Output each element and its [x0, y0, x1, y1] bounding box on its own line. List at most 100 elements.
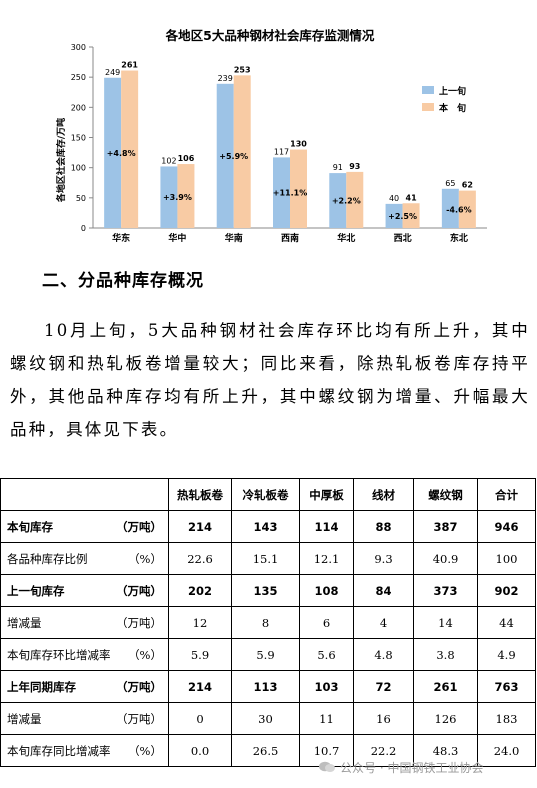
table-cell: 10.7: [299, 734, 354, 767]
bar-previous: [329, 173, 347, 228]
header-cell: 热轧板卷: [168, 478, 232, 511]
table-cell: 114: [299, 510, 354, 543]
row-unit: （%）: [128, 743, 162, 758]
table-cell: 4.9: [477, 638, 536, 671]
table-cell: 113: [231, 670, 300, 703]
table-cell: 0.0: [168, 734, 232, 767]
table-cell: 22.6: [168, 542, 232, 575]
bar-previous: [273, 157, 290, 228]
bar-previous: [104, 77, 122, 229]
x-tick-label: 华南: [225, 232, 243, 244]
change-label: +3.9%: [163, 193, 192, 202]
bar-current: [402, 203, 420, 228]
x-tick-label: 西南: [281, 232, 299, 244]
row-label-text: 本旬库存同比增减率: [7, 743, 111, 758]
table-cell: 44: [477, 606, 536, 639]
bar-value-label: 249: [105, 68, 120, 77]
legend-swatch: [422, 86, 434, 94]
table-row: （万吨） 增减量 12 8 6 4 14 44: [0, 606, 536, 639]
bar-current: [233, 75, 251, 229]
change-label: +4.8%: [107, 149, 136, 158]
header-cell: 合计: [477, 478, 536, 511]
bar-value-label: 91: [333, 163, 343, 172]
bar-previous: [160, 166, 178, 228]
bar-value-label: 261: [121, 61, 138, 70]
section-heading: 二、分品种库存概况: [42, 271, 204, 291]
bar-current: [121, 70, 139, 228]
table-cell: 88: [353, 510, 414, 543]
row-unit: （万吨）: [116, 711, 162, 726]
bar-value-label: 239: [218, 74, 233, 83]
bar-current: [458, 190, 476, 228]
table-cell: 100: [477, 542, 536, 575]
table-cell: 5.6: [299, 638, 354, 671]
y-axis-label: 各地区社会库存/万吨: [55, 118, 67, 203]
y-tick-label: 50: [76, 194, 86, 203]
row-unit: （万吨）: [116, 519, 162, 534]
bar-previous: [441, 188, 459, 228]
table-cell: 8: [231, 606, 300, 639]
table-cell: 84: [353, 574, 414, 607]
y-tick-label: 100: [71, 164, 86, 173]
bar-current: [346, 171, 364, 228]
row-label: （%） 各品种库存比例: [0, 542, 169, 575]
bar-previous: [385, 203, 403, 228]
row-label: （万吨） 增减量: [0, 606, 169, 639]
table-cell: 4.8: [353, 638, 414, 671]
table-cell: 9.3: [353, 542, 414, 575]
table-cell: 103: [299, 670, 354, 703]
table-cell: 26.5: [231, 734, 300, 767]
bar-value-label: 253: [234, 65, 251, 74]
row-label: （万吨） 上年同期库存: [0, 670, 169, 703]
x-tick-label: 华中: [168, 232, 186, 244]
row-unit: （万吨）: [116, 679, 162, 694]
row-label: （%） 本旬库存环比增减率: [0, 638, 169, 671]
header-cell: 螺纹钢: [413, 478, 478, 511]
table-row: （万吨） 增减量 0 30 11 16 126 183: [0, 702, 536, 735]
table-row: （万吨） 本旬库存 214 143 114 88 387 946: [0, 510, 536, 543]
table-cell: 763: [477, 670, 536, 703]
row-label: （%） 本旬库存同比增减率: [0, 734, 169, 767]
row-unit: （%）: [128, 647, 162, 662]
table-cell: 48.3: [413, 734, 478, 767]
table-cell: 16: [353, 702, 414, 735]
legend-label: 上一旬: [439, 85, 466, 97]
table-cell: 22.2: [353, 734, 414, 767]
row-label-text: 本旬库存: [7, 519, 53, 534]
bar-value-label: 93: [349, 162, 360, 171]
change-label: +11.1%: [273, 189, 307, 198]
table-header-row: 热轧板卷 冷轧板卷 中厚板 线材 螺纹钢 合计: [0, 478, 536, 511]
bar-value-label: 130: [290, 140, 307, 149]
row-label-text: 增减量: [7, 711, 42, 726]
legend-label: 本 旬: [439, 102, 466, 114]
table-cell: 143: [231, 510, 300, 543]
table-cell: 15.1: [231, 542, 300, 575]
row-label-text: 上年同期库存: [7, 679, 76, 694]
bar-current: [290, 149, 307, 228]
table-cell: 373: [413, 574, 478, 607]
table-row: （万吨） 上年同期库存 214 113 103 72 261 763: [0, 670, 536, 703]
table-cell: 4: [353, 606, 414, 639]
bar-value-label: 62: [462, 181, 473, 190]
row-label: （万吨） 增减量: [0, 702, 169, 735]
table-row: （%） 本旬库存环比增减率 5.9 5.9 5.6 4.8 3.8 4.9: [0, 638, 536, 671]
chart-title: 各地区5大品种钢材社会库存监测情况: [165, 28, 375, 43]
bar-value-label: 106: [178, 154, 195, 163]
y-tick-label: 250: [71, 73, 86, 82]
table-cell: 946: [477, 510, 536, 543]
row-unit: （万吨）: [116, 583, 162, 598]
table-cell: 387: [413, 510, 478, 543]
y-tick-label: 0: [81, 224, 86, 233]
table-cell: 108: [299, 574, 354, 607]
row-label-text: 各品种库存比例: [7, 551, 88, 566]
row-label-text: 上一旬库存: [7, 583, 65, 598]
header-cell: 中厚板: [299, 478, 354, 511]
watermark: 公众号 · 中国钢铁工业协会: [318, 759, 483, 776]
bar-value-label: 41: [406, 193, 418, 202]
bar-value-label: 40: [389, 194, 399, 203]
table-cell: 135: [231, 574, 300, 607]
x-tick-label: 西北: [394, 232, 412, 244]
row-unit: （%）: [128, 551, 162, 566]
table-cell: 126: [413, 702, 478, 735]
